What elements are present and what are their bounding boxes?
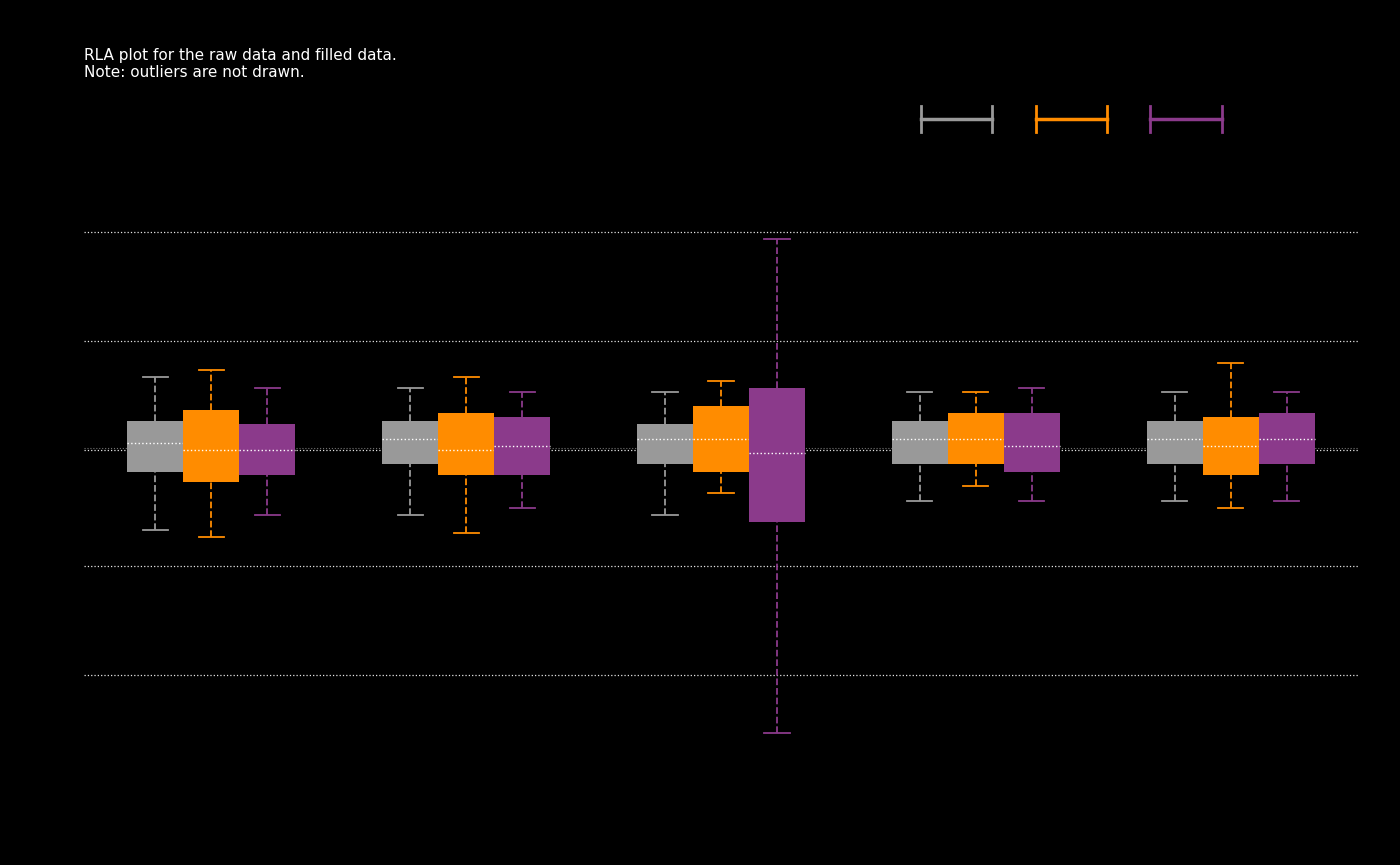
Bar (438, 413, 494, 475)
Bar (892, 420, 948, 465)
Bar (1203, 417, 1259, 475)
Bar (1259, 413, 1315, 465)
Bar (382, 420, 438, 465)
Bar (494, 417, 550, 475)
Text: RLA plot for the raw data and filled data.
Note: outliers are not drawn.: RLA plot for the raw data and filled dat… (84, 48, 396, 80)
Bar (1004, 413, 1060, 471)
Bar (637, 425, 693, 465)
Bar (1147, 420, 1203, 465)
Bar (749, 388, 805, 522)
Bar (183, 410, 239, 483)
Bar (239, 425, 295, 475)
Bar (693, 407, 749, 471)
Bar (127, 420, 183, 471)
Bar (948, 413, 1004, 465)
